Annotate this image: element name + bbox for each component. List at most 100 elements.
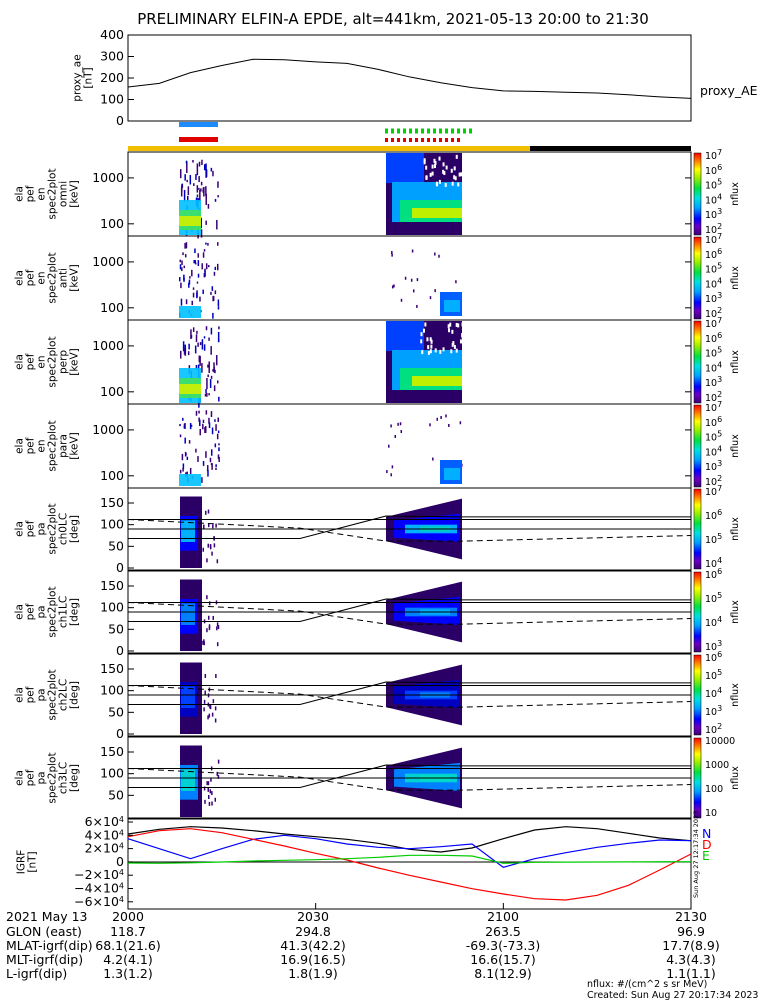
pa-streak xyxy=(207,781,210,786)
footer-row-label: MLAT-igrf(dip) xyxy=(6,938,93,953)
flux-gap xyxy=(448,328,451,333)
flux-streak xyxy=(216,263,219,271)
ylabel-line: spec2plot xyxy=(47,752,59,803)
flux-streak xyxy=(215,355,218,366)
flux-streak xyxy=(183,274,185,281)
flux-streak xyxy=(188,282,190,288)
colorbar-label: nflux xyxy=(730,350,741,374)
flux-streak xyxy=(217,181,219,188)
ytick-label: 100 xyxy=(100,600,124,615)
colorbar-label: nflux xyxy=(730,683,741,707)
flux-streak xyxy=(217,380,219,384)
flux-streak xyxy=(205,220,207,225)
flux-gap xyxy=(457,323,460,328)
flux-streak xyxy=(206,392,208,397)
ylabel-line: pef xyxy=(25,353,37,370)
pa-streak xyxy=(208,794,210,799)
flux-streak xyxy=(180,282,182,289)
pa-streak xyxy=(214,797,217,802)
flux-streak xyxy=(204,270,206,277)
footer-value: 41.3(42.2) xyxy=(280,938,345,953)
flux-streak xyxy=(180,298,183,306)
flux-streak xyxy=(197,253,200,258)
igrf-ylabel: IGRF [nT] xyxy=(16,850,39,875)
flux-band xyxy=(179,306,201,318)
flux-streak xyxy=(203,344,206,351)
proxy-ae-ylabel: proxy_ae [nT] xyxy=(72,54,95,101)
flux-streak xyxy=(194,248,196,254)
flux-streak xyxy=(213,385,216,392)
flux-streak xyxy=(210,449,213,456)
flux-gap xyxy=(445,165,448,170)
flux-gap xyxy=(451,342,454,347)
flux-streak xyxy=(181,453,184,461)
ytick-label: 100 xyxy=(100,766,124,781)
pa-streak xyxy=(209,544,212,549)
footer-value: 96.9 xyxy=(677,924,705,939)
pa-streak xyxy=(215,674,217,679)
flux-streak xyxy=(448,423,450,427)
flux-streak xyxy=(440,415,442,419)
pa-streak xyxy=(206,628,208,633)
flux-streak xyxy=(217,454,220,459)
flux-streak xyxy=(182,463,185,470)
flux-streak xyxy=(203,164,206,171)
flux-streak xyxy=(188,343,190,350)
flux-streak xyxy=(210,291,212,295)
ylabel-line: [nT] xyxy=(83,67,95,88)
flux-streak xyxy=(400,298,403,302)
flux-streak xyxy=(190,329,192,340)
colorbar-tick: 105 xyxy=(705,178,722,192)
colorbar xyxy=(693,654,702,736)
pa-streak xyxy=(217,774,220,779)
flux-streak xyxy=(194,345,197,354)
science-zone-bars xyxy=(128,122,691,151)
ylabel-line: ela xyxy=(14,354,26,370)
flux-streak xyxy=(216,219,218,230)
ylabel-line: spec2plot xyxy=(47,420,59,471)
flux-streak xyxy=(195,410,198,416)
pa-streak xyxy=(206,781,208,786)
pa-streak xyxy=(205,510,207,515)
colorbar-tick: 102 xyxy=(705,306,722,320)
colorbar-tick: 106 xyxy=(705,247,722,261)
flux-streak xyxy=(179,350,182,359)
flux-streak xyxy=(390,473,392,477)
ytick-label: 100 xyxy=(100,384,124,399)
flux-gap xyxy=(453,166,456,171)
colorbar-tick: 1000 xyxy=(705,760,729,771)
ytick-label: 150 xyxy=(100,744,124,759)
ylabel-line: [deg] xyxy=(69,598,81,626)
flux-streak xyxy=(191,300,193,306)
ytick-label: −2×104 xyxy=(74,867,124,882)
proxy-ae-yticks: 400 300 200 100 0 xyxy=(100,27,134,128)
legend-d: D xyxy=(702,837,712,852)
ylabel-line: ch2LC xyxy=(58,679,70,711)
flux-streak xyxy=(192,292,195,298)
flux-streak xyxy=(197,456,199,462)
flux-streak xyxy=(193,260,195,264)
pa-streak xyxy=(204,799,206,804)
flux-gap xyxy=(425,165,428,170)
colorbar-tick: 105 xyxy=(705,430,722,444)
flux-gap xyxy=(442,347,445,352)
ytick-label: 50 xyxy=(108,704,124,719)
ylabel-line: IGRF xyxy=(16,850,28,875)
flux-streak xyxy=(217,430,220,434)
flux-streak xyxy=(211,463,213,470)
flux-streak xyxy=(195,448,197,453)
ytick-label: 200 xyxy=(100,70,124,85)
flux-streak xyxy=(214,419,216,422)
ylabel-line: spec2plot xyxy=(47,252,59,303)
flux-streak xyxy=(204,268,206,273)
colorbar-tick: 102 xyxy=(705,474,722,488)
flux-streak xyxy=(195,334,198,343)
pa-streak xyxy=(208,801,211,806)
flux-streak xyxy=(186,471,188,477)
colorbar-tick: 107 xyxy=(705,232,722,246)
flux-gap xyxy=(444,182,447,187)
ylabel-line: spec2plot xyxy=(47,669,59,720)
colorbar-tick: 103 xyxy=(705,207,722,221)
